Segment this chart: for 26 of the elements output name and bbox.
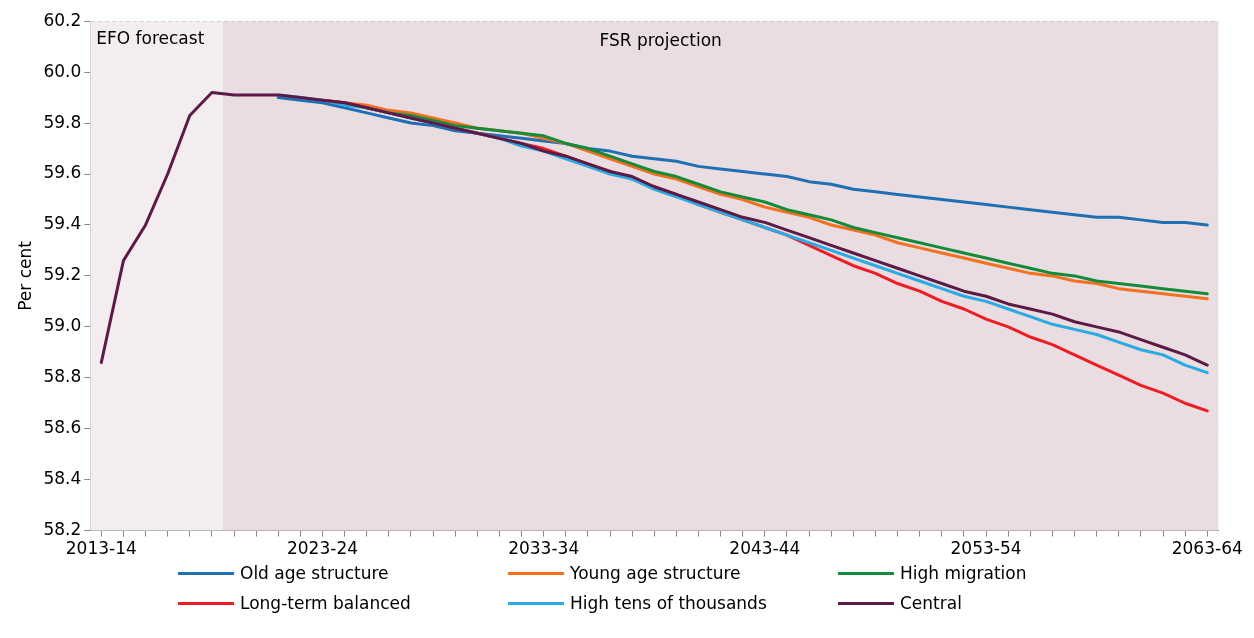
y-axis-title: Per cent (14, 240, 35, 311)
x-tick-label: 2063-64 (1171, 538, 1243, 559)
y-tick-label: 60.2 (43, 9, 82, 30)
legend-label: Central (900, 593, 962, 613)
y-tick-label: 59.6 (43, 162, 82, 183)
legend-label: Old age structure (240, 563, 389, 583)
y-tick-label: 58.4 (43, 468, 82, 489)
x-tick-label: 2043-44 (729, 538, 801, 559)
legend-label: High migration (900, 563, 1027, 583)
y-tick-label: 59.8 (43, 111, 82, 132)
legend-label: Long-term balanced (240, 593, 411, 613)
x-tick-label: 2053-54 (950, 538, 1022, 559)
annotation: EFO forecast (96, 28, 205, 49)
y-tick-label: 58.2 (43, 519, 82, 540)
x-tick-label: 2013-14 (65, 538, 137, 559)
x-tick-label: 2023-24 (286, 538, 359, 559)
legend-label: High tens of thousands (570, 593, 767, 613)
y-tick-label: 58.8 (43, 366, 82, 387)
legend-label: Young age structure (570, 563, 741, 583)
y-tick-label: 58.6 (43, 417, 82, 438)
y-tick-label: 59.2 (43, 264, 82, 285)
y-tick-label: 59.4 (43, 213, 82, 234)
annotation: FSR projection (599, 30, 722, 51)
y-tick-label: 59.0 (43, 315, 82, 336)
y-tick-label: 60.0 (43, 60, 82, 81)
x-tick-label: 2033-34 (508, 538, 580, 559)
